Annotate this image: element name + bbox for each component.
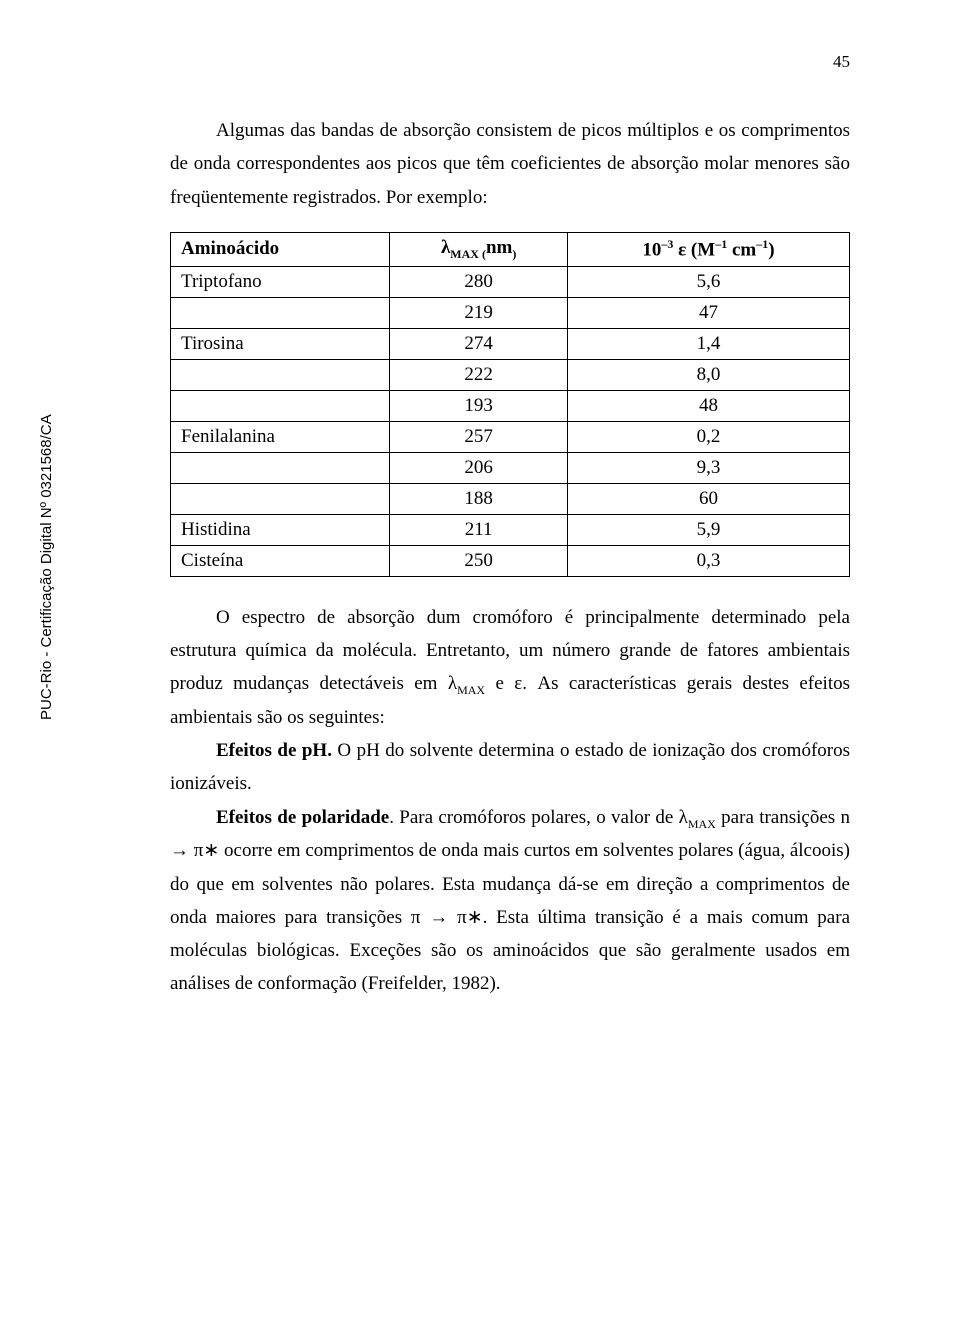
page-number: 45: [833, 52, 850, 72]
cell-eps: 9,3: [567, 452, 849, 483]
ten-text: 10: [642, 239, 661, 260]
body-paragraph-2: Efeitos de pH. O pH do solvente determin…: [170, 734, 850, 801]
amino-acid-table-wrap: Aminoácido λMAX (nm) 10–3 ε (M–1 cm–1) T…: [170, 232, 850, 577]
cell-lambda: 250: [390, 545, 567, 576]
cell-lambda: 188: [390, 483, 567, 514]
cm-text: cm: [727, 239, 756, 260]
cell-name: Cisteína: [171, 545, 390, 576]
max-subscript: MAX (: [450, 247, 486, 261]
cell-eps: 0,2: [567, 421, 849, 452]
p1-max-sub: MAX: [457, 683, 485, 697]
cell-eps: 5,9: [567, 514, 849, 545]
header-lambda-max: λMAX (nm): [390, 232, 567, 266]
cell-lambda: 206: [390, 452, 567, 483]
p3-max-sub: MAX: [688, 816, 716, 830]
cell-lambda: 257: [390, 421, 567, 452]
cell-name: Fenilalanina: [171, 421, 390, 452]
close-paren: ): [512, 247, 516, 261]
cell-name: [171, 452, 390, 483]
lambda-symbol: λ: [441, 237, 450, 258]
amino-acid-table: Aminoácido λMAX (nm) 10–3 ε (M–1 cm–1) T…: [170, 232, 850, 577]
table-row: 18860: [171, 483, 850, 514]
p3-text-b: para transições n → π∗ ocorre em comprim…: [170, 807, 850, 995]
page-content: Algumas das bandas de absorção consistem…: [170, 114, 850, 1001]
cell-eps: 8,0: [567, 359, 849, 390]
cell-eps: 60: [567, 483, 849, 514]
intro-paragraph: Algumas das bandas de absorção consistem…: [170, 114, 850, 214]
table-row: 2069,3: [171, 452, 850, 483]
cell-eps: 47: [567, 297, 849, 328]
cell-name: Triptofano: [171, 266, 390, 297]
cell-lambda: 274: [390, 328, 567, 359]
table-row: Tirosina2741,4: [171, 328, 850, 359]
certification-sidebar: PUC-Rio - Certificação Digital Nº 032156…: [38, 414, 55, 720]
cell-name: [171, 297, 390, 328]
header-aminoacido: Aminoácido: [171, 232, 390, 266]
cell-lambda: 193: [390, 390, 567, 421]
sup-minus1a: –1: [715, 237, 727, 251]
cell-lambda: 211: [390, 514, 567, 545]
ph-effects-heading: Efeitos de pH.: [216, 740, 332, 761]
header-epsilon: 10–3 ε (M–1 cm–1): [567, 232, 849, 266]
cell-eps: 1,4: [567, 328, 849, 359]
table-row: 19348: [171, 390, 850, 421]
body-paragraph-1: O espectro de absorção dum cromóforo é p…: [170, 601, 850, 735]
table-row: Cisteína2500,3: [171, 545, 850, 576]
cell-eps: 48: [567, 390, 849, 421]
sup-minus3: –3: [661, 237, 673, 251]
cell-eps: 5,6: [567, 266, 849, 297]
cell-lambda: 222: [390, 359, 567, 390]
cell-name: [171, 359, 390, 390]
cell-name: Histidina: [171, 514, 390, 545]
cell-eps: 0,3: [567, 545, 849, 576]
nm-text: nm: [486, 237, 512, 258]
table-row: 21947: [171, 297, 850, 328]
sup-minus1b: –1: [756, 237, 768, 251]
polarity-effects-heading: Efeitos de polaridade: [216, 807, 389, 828]
table-row: Histidina2115,9: [171, 514, 850, 545]
cell-name: [171, 390, 390, 421]
table-row: 2228,0: [171, 359, 850, 390]
cell-lambda: 219: [390, 297, 567, 328]
close-paren-2: ): [768, 239, 774, 260]
table-body: Triptofano2805,6 21947 Tirosina2741,4 22…: [171, 266, 850, 576]
cell-name: [171, 483, 390, 514]
table-row: Fenilalanina2570,2: [171, 421, 850, 452]
table-row: Triptofano2805,6: [171, 266, 850, 297]
body-paragraph-3: Efeitos de polaridade. Para cromóforos p…: [170, 801, 850, 1001]
table-header-row: Aminoácido λMAX (nm) 10–3 ε (M–1 cm–1): [171, 232, 850, 266]
p3-text-a: . Para cromóforos polares, o valor de λ: [389, 807, 688, 828]
cell-lambda: 280: [390, 266, 567, 297]
cell-name: Tirosina: [171, 328, 390, 359]
epsilon-text: ε (M: [673, 239, 715, 260]
